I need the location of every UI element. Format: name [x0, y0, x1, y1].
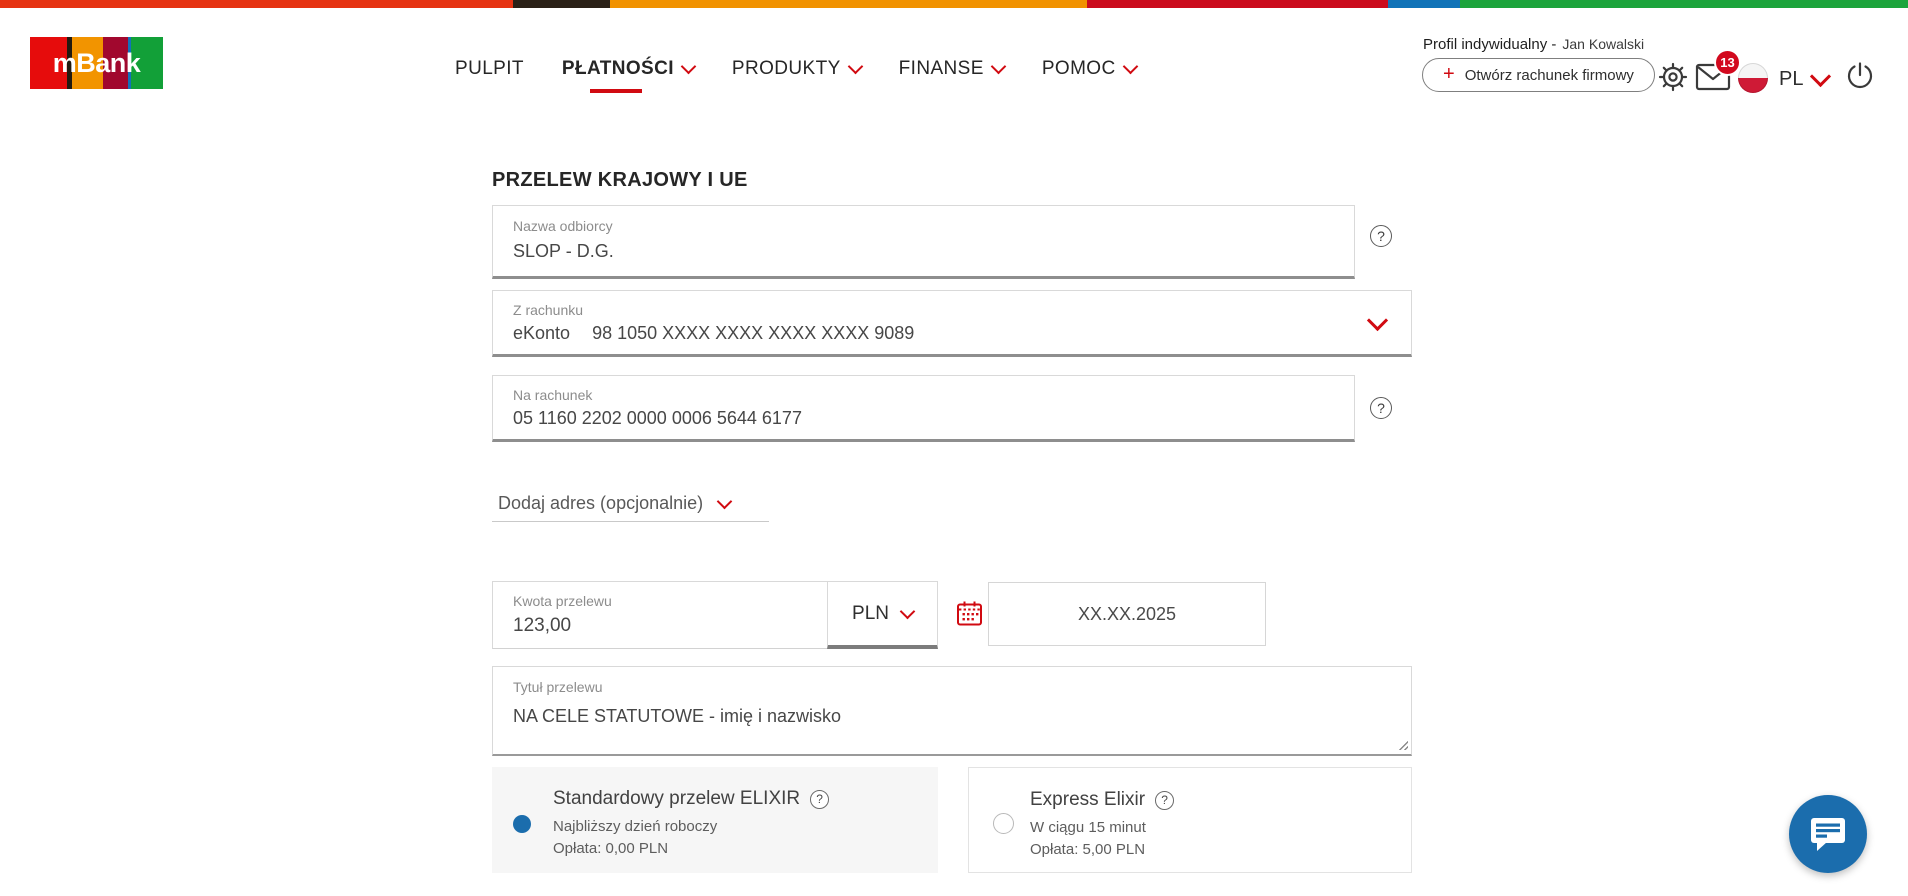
- chevron-down-icon: [1122, 58, 1138, 75]
- date-value: XX.XX.2025: [1077, 603, 1177, 624]
- transfer-type-timing: W ciągu 15 minut: [1030, 819, 1146, 836]
- nav-label: PŁATNOŚCI: [561, 58, 674, 79]
- logo-segment: [67, 37, 72, 89]
- transfer-type-fee: Opłata: 5,00 PLN: [1030, 841, 1146, 858]
- standard-elixir-help-icon[interactable]: ?: [810, 789, 830, 809]
- mbank-logo[interactable]: mBank: [30, 37, 163, 89]
- language-selector[interactable]: PL: [1779, 64, 1832, 94]
- messages-count-badge: 13: [1714, 49, 1741, 76]
- currency-value: PLN: [852, 602, 889, 624]
- logo-text: mBank: [52, 47, 141, 78]
- amount-field[interactable]: Kwota przelewu 123,00: [492, 581, 828, 649]
- poland-flag-icon[interactable]: [1738, 63, 1768, 93]
- transfer-type-express-elixir[interactable]: Express Elixir ? W ciągu 15 minut Opłata…: [968, 767, 1412, 873]
- add-address-toggle[interactable]: Dodaj adres (opcjonalnie): [492, 486, 769, 522]
- chevron-down-icon: [680, 58, 697, 75]
- to-account-field[interactable]: Na rachunek 05 1160 2202 0000 0006 5644 …: [492, 375, 1355, 442]
- chevron-down-icon: [899, 603, 916, 619]
- plus-icon: +: [1443, 63, 1455, 85]
- stripe-segment: [0, 0, 513, 8]
- chat-button[interactable]: [1789, 795, 1867, 873]
- transfer-type-fee: Opłata: 0,00 PLN: [553, 840, 669, 857]
- currency-select[interactable]: PLN: [827, 581, 938, 649]
- chat-bubble-icon: [1811, 818, 1845, 851]
- recipient-help-icon[interactable]: ?: [1370, 225, 1392, 247]
- logo-segment: [103, 37, 128, 89]
- stripe-segment: [610, 0, 1087, 8]
- recipient-name-label: Nazwa odbiorcy: [513, 218, 613, 234]
- from-account-number: 98 1050 XXXX XXXX XXXX XXXX 9089: [592, 323, 915, 343]
- nav-item-produkty[interactable]: PRODUKTY: [731, 46, 863, 92]
- stripe-segment: [513, 0, 610, 8]
- to-account-value: 05 1160 2202 0000 0006 5644 6177: [513, 408, 802, 428]
- from-account-label: Z rachunku: [513, 302, 584, 318]
- transfer-type-standard-elixir[interactable]: Standardowy przelew ELIXIR ? Najbliższy …: [492, 767, 938, 873]
- chevron-down-icon: [716, 493, 733, 509]
- profile-info: Profil indywidualny - Jan Kowalski: [1423, 36, 1644, 53]
- nav-label: POMOC: [1041, 58, 1116, 79]
- nav-label: FINANSE: [898, 58, 984, 79]
- logo-segment: [131, 37, 163, 89]
- logo-segment: [72, 37, 103, 89]
- nav-label: PRODUKTY: [731, 58, 841, 79]
- add-address-label: Dodaj adres (opcjonalnie): [498, 493, 704, 513]
- logo-segment: [30, 37, 67, 89]
- open-business-account-button[interactable]: + Otwórz rachunek firmowy: [1422, 58, 1655, 92]
- date-input[interactable]: XX.XX.2025: [988, 582, 1266, 646]
- profile-name: Jan Kowalski: [1562, 36, 1645, 52]
- amount-value: 123,00: [513, 615, 572, 636]
- transfer-title-label: Tytuł przelewu: [513, 679, 603, 695]
- amount-label: Kwota przelewu: [513, 593, 612, 609]
- nav-item-pomoc[interactable]: POMOC: [1041, 46, 1138, 92]
- radio-selected-icon[interactable]: [513, 815, 531, 833]
- stripe-segment: [1087, 0, 1388, 8]
- nav-item-platnosci[interactable]: PŁATNOŚCI: [561, 46, 697, 93]
- express-elixir-help-icon[interactable]: ?: [1155, 790, 1175, 810]
- nav-item-pulpit[interactable]: PULPIT: [455, 46, 524, 92]
- chevron-down-icon: [1810, 65, 1832, 88]
- main-nav: PULPIT PŁATNOŚCI PRODUKTY FINANSE POMOC: [455, 46, 1138, 93]
- settings-gear-icon[interactable]: [1655, 59, 1691, 100]
- radio-unselected-icon[interactable]: [993, 813, 1014, 834]
- stripe-segment: [1388, 0, 1460, 8]
- textarea-resize-handle[interactable]: [1397, 739, 1408, 750]
- stripe-segment: [1460, 0, 1908, 8]
- chevron-down-icon: [990, 58, 1007, 75]
- to-account-label: Na rachunek: [513, 387, 593, 403]
- transfer-title-value: NA CELE STATUTOWE - imię i nazwisko: [513, 706, 842, 726]
- calendar-icon[interactable]: [956, 600, 983, 632]
- from-account-name: eKonto: [513, 323, 571, 343]
- transfer-type-title: Express Elixir: [1030, 789, 1146, 810]
- from-account-select[interactable]: Z rachunku eKonto 98 1050 XXXX XXXX XXXX …: [492, 290, 1412, 357]
- recipient-name-field[interactable]: Nazwa odbiorcy SLOP - D.G.: [492, 205, 1355, 279]
- brand-color-stripe: [0, 0, 1908, 8]
- nav-item-finanse[interactable]: FINANSE: [898, 46, 1007, 92]
- to-account-help-icon[interactable]: ?: [1370, 397, 1392, 419]
- nav-label: PULPIT: [455, 58, 524, 79]
- open-business-account-label: Otwórz rachunek firmowy: [1464, 66, 1634, 84]
- recipient-name-value: SLOP - D.G.: [513, 241, 614, 261]
- language-code: PL: [1779, 67, 1804, 90]
- transfer-type-title: Standardowy przelew ELIXIR: [553, 788, 801, 809]
- transfer-type-timing: Najbliższy dzień roboczy: [553, 818, 718, 835]
- logo-segment: [128, 37, 131, 89]
- active-tab-underline: [589, 89, 642, 93]
- transfer-title-field[interactable]: Tytuł przelewu NA CELE STATUTOWE - imię …: [492, 666, 1412, 756]
- logout-power-icon[interactable]: [1844, 61, 1876, 98]
- chevron-down-icon: [847, 58, 863, 75]
- page-title: PRZELEW KRAJOWY I UE: [492, 169, 748, 192]
- profile-type-label: Profil indywidualny -: [1423, 36, 1557, 53]
